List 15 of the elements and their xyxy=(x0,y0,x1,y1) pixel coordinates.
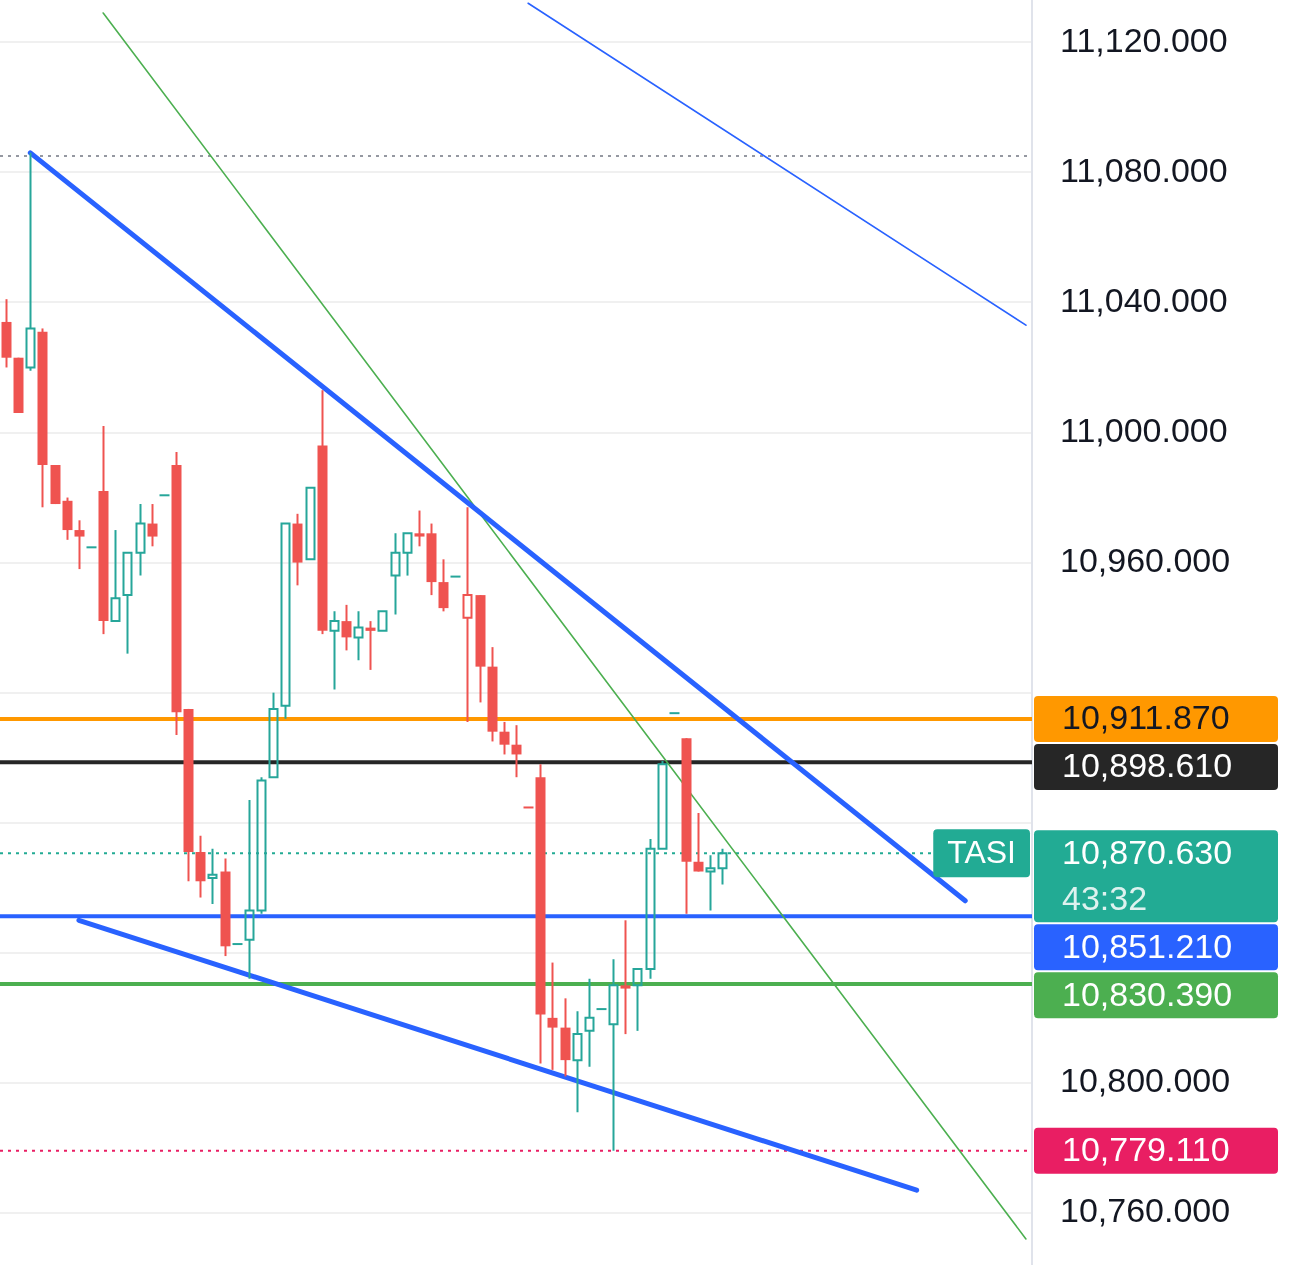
y-tick-label: 10,760.000 xyxy=(1060,1191,1231,1230)
ref-line-label: 10,851.210 xyxy=(1062,926,1233,965)
ref-line-label: 10,779.110 xyxy=(1062,1130,1230,1169)
ref-line-label: 10,830.390 xyxy=(1062,974,1233,1013)
ref-line-label: 10,870.630 xyxy=(1062,832,1233,871)
y-tick-label: 11,000.000 xyxy=(1060,410,1228,449)
annotation: TASI xyxy=(947,834,1016,871)
y-tick-label: 10,800.000 xyxy=(1060,1061,1231,1100)
ref-line-label: 10,898.610 xyxy=(1062,746,1233,785)
y-tick-label: 11,120.000 xyxy=(1060,20,1228,59)
y-tick-label: 10,960.000 xyxy=(1060,540,1231,579)
y-tick-label: 11,080.000 xyxy=(1060,150,1228,189)
text: 43:32 xyxy=(1062,878,1148,917)
ref-line-label: 10,911.870 xyxy=(1062,698,1230,737)
y-tick-label: 11,040.000 xyxy=(1060,280,1228,319)
